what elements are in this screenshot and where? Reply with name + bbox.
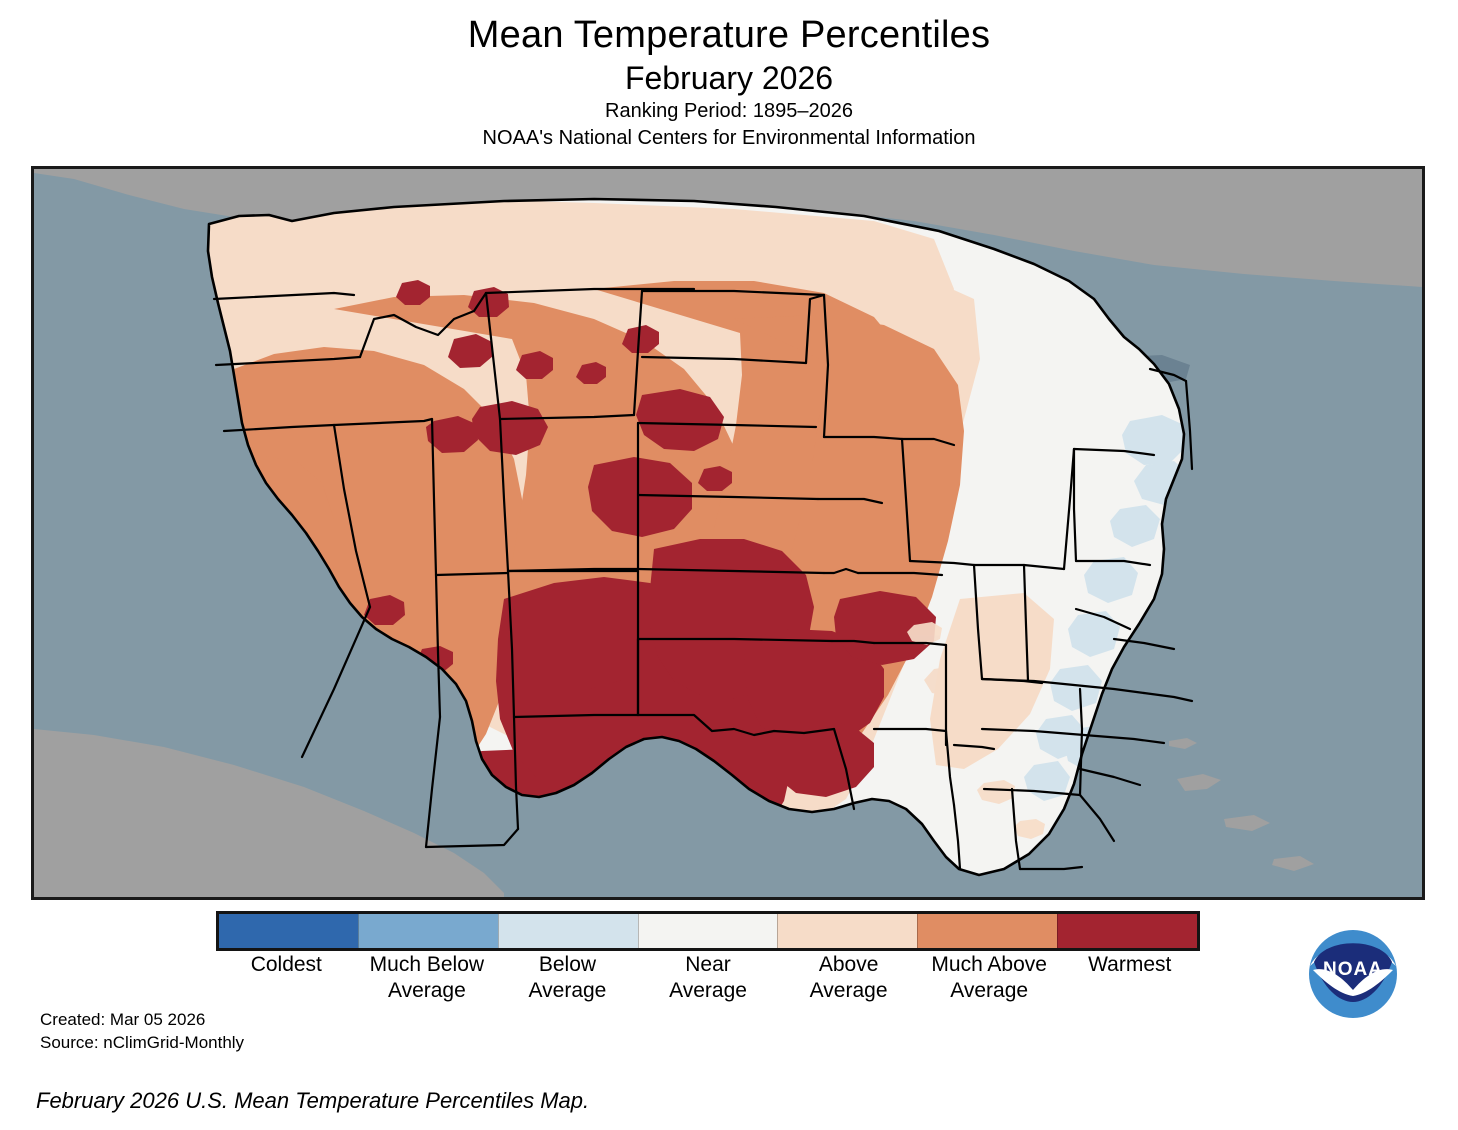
legend-label-3: Near Average	[669, 953, 747, 1002]
creation-info: Created: Mar 05 2026 Source: nClimGrid-M…	[40, 1008, 244, 1054]
logo-seagull	[1313, 969, 1393, 996]
legend-label-1: Much Below Average	[369, 953, 485, 1002]
map-svg	[34, 169, 1422, 897]
figure-caption: February 2026 U.S. Mean Temperature Perc…	[36, 1088, 590, 1113]
logo-text: NOAA	[1323, 959, 1383, 980]
legend-swatch-5	[917, 914, 1058, 948]
legend-swatch-4	[777, 914, 918, 948]
legend-swatch-1	[357, 914, 498, 948]
noaa-logo: NOAA	[1297, 916, 1409, 1028]
legend-label-0: Coldest	[250, 953, 322, 976]
foreign-land	[34, 169, 1422, 897]
page-title: Mean Temperature Percentiles	[467, 14, 991, 56]
color-legend-labels: Coldest Much Below Average Below Average Ne…	[216, 952, 1200, 1004]
color-legend-bar	[216, 911, 1200, 951]
legend-label-5: Much Above Average	[931, 953, 1047, 1002]
data-source: Source: nClimGrid-Monthly	[40, 1033, 245, 1052]
state-boundaries	[206, 197, 1194, 877]
title-organization: NOAA's National Centers for Environmenta…	[482, 127, 976, 149]
legend-swatch-3	[637, 914, 778, 948]
created-date: Created: Mar 05 2026	[40, 1010, 206, 1029]
legend-label-2: Below Average	[528, 953, 607, 1002]
title-ranking: Ranking Period: 1895–2026	[605, 100, 853, 122]
legend-swatch-0	[219, 914, 358, 948]
title-block: Mean Temperature Percentiles February 20…	[0, 0, 1458, 152]
legend-label-6: Warmest	[1088, 953, 1172, 976]
legend-swatch-2	[497, 914, 638, 948]
noaa-logo-svg: NOAA	[1309, 930, 1397, 1018]
temperature-percentile-map	[31, 166, 1425, 900]
title-period: February 2026	[624, 60, 834, 96]
legend-swatch-6	[1057, 914, 1198, 948]
legend-label-4: Above Average	[809, 953, 888, 1002]
